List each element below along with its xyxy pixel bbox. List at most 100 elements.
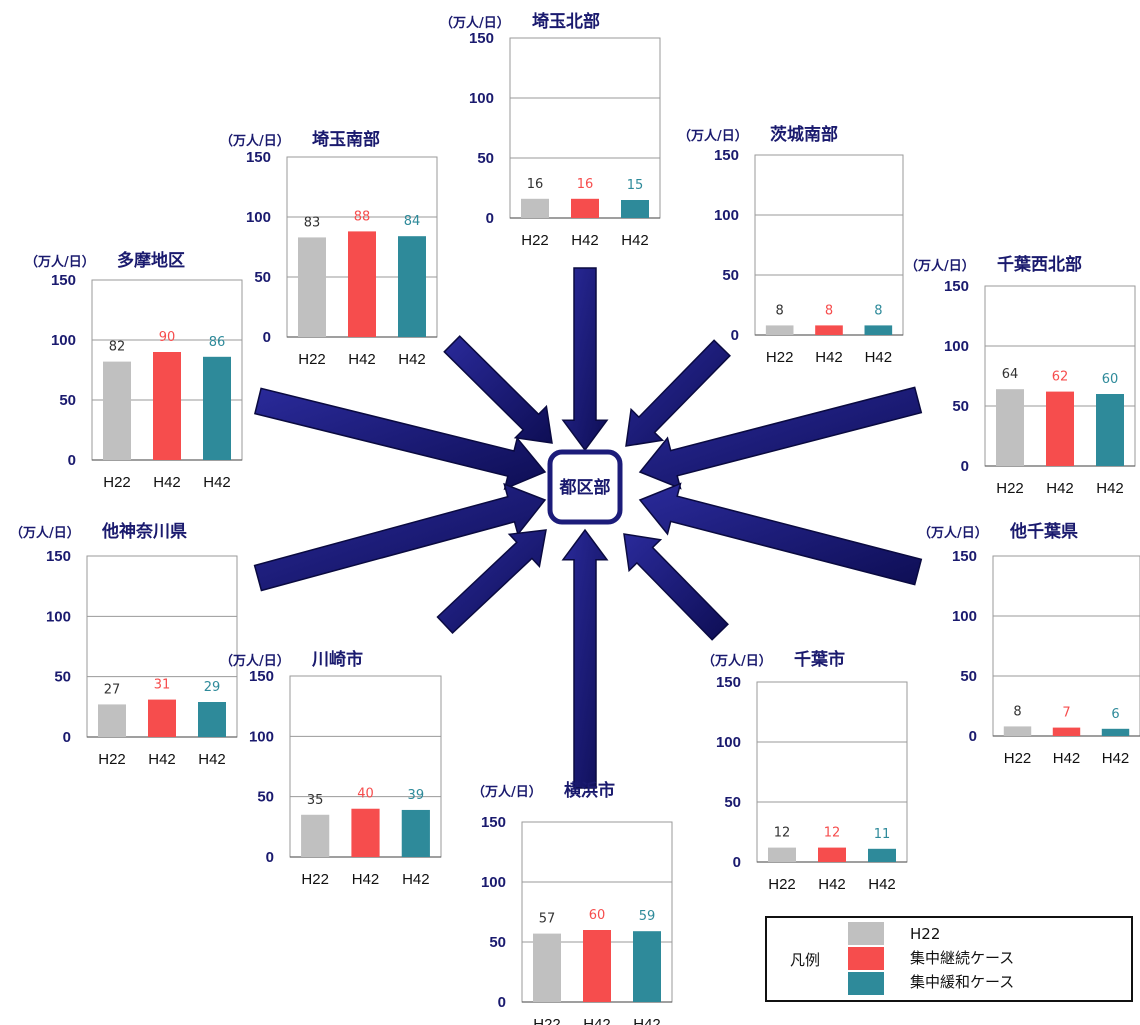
chart-yokohama: 150 100 50 0 57 H22 60 H42 59 H42 （万人/日） 横浜市 [472, 780, 673, 1025]
y-tick-label: 150 [714, 147, 739, 164]
y-tick-label: 50 [952, 398, 969, 415]
y-tick-label: 0 [498, 994, 506, 1011]
y-tick-label: 100 [46, 608, 71, 625]
data-label: 31 [154, 678, 171, 693]
y-tick-label: 0 [731, 327, 739, 344]
y-tick-label: 0 [266, 849, 274, 866]
x-tick-label: H42 [348, 351, 376, 368]
x-tick-label: H42 [815, 349, 843, 366]
bar [153, 352, 181, 460]
data-label: 16 [577, 177, 594, 192]
arrow-tama-icon [253, 387, 547, 491]
arrow-ibaraki-south-icon [625, 339, 731, 447]
arrow-chiba-northwest-icon [638, 386, 923, 490]
data-label: 62 [1052, 370, 1069, 385]
bar [401, 809, 430, 857]
center-node-box [547, 449, 623, 525]
legend-box [765, 916, 1133, 1002]
y-tick-label: 150 [481, 814, 506, 831]
y-tick-label: 150 [51, 272, 76, 289]
y-tick-label: 150 [952, 548, 977, 565]
data-label: 60 [1102, 372, 1119, 387]
y-tick-label: 100 [952, 608, 977, 625]
bar [1101, 728, 1130, 736]
unit-label: （万人/日） [10, 525, 80, 541]
x-tick-label: H42 [198, 751, 226, 768]
region-title: 横浜市 [564, 780, 615, 801]
bar [815, 325, 843, 335]
y-tick-label: 0 [733, 854, 741, 871]
x-tick-label: H22 [98, 751, 126, 768]
bar [864, 325, 893, 335]
x-tick-label: H42 [1096, 480, 1124, 497]
x-tick-label: H42 [621, 232, 649, 249]
x-tick-label: H42 [153, 474, 181, 491]
legend-label-relax: 集中緩和ケース [910, 973, 1014, 991]
bar [521, 198, 549, 218]
y-tick-label: 50 [477, 150, 494, 167]
y-tick-label: 100 [249, 728, 274, 745]
data-label: 8 [825, 303, 833, 318]
y-tick-label: 150 [249, 668, 274, 685]
data-label: 8 [1013, 704, 1021, 719]
bar [768, 847, 796, 862]
data-label: 90 [159, 330, 176, 345]
region-title: 埼玉北部 [532, 11, 600, 32]
region-title: 他神奈川県 [101, 521, 187, 542]
y-tick-label: 150 [716, 674, 741, 691]
unit-label: （万人/日） [678, 128, 748, 144]
y-tick-label: 50 [59, 392, 76, 409]
bar [351, 808, 380, 857]
plot-area [509, 37, 661, 219]
bar [621, 200, 649, 218]
data-label: 12 [774, 826, 791, 841]
y-tick-label: 100 [469, 90, 494, 107]
x-tick-label: H22 [301, 871, 329, 888]
arrow-yokohama-icon [561, 528, 609, 789]
y-tick-label: 100 [716, 734, 741, 751]
y-tick-label: 100 [246, 209, 271, 226]
y-tick-label: 0 [63, 729, 71, 746]
unit-label: （万人/日） [440, 15, 510, 31]
x-tick-label: H22 [521, 232, 549, 249]
y-tick-label: 50 [54, 669, 71, 686]
region-charts: 150 100 50 0 16 H22 16 H42 15 H42 （万人/日） 埼玉北部 150 100… [10, 11, 1140, 1025]
x-tick-label: H42 [148, 751, 176, 768]
data-label: 83 [304, 215, 321, 230]
arrow-saitama-north-icon [561, 267, 609, 452]
unit-label: （万人/日） [220, 653, 290, 669]
bar [103, 361, 131, 460]
bar [198, 702, 226, 737]
y-tick-label: 100 [481, 874, 506, 891]
unit-label: （万人/日） [25, 254, 95, 270]
chart-kawasaki: 150 100 50 0 35 H22 40 H42 39 H42 （万人/日） 川崎市 [220, 649, 442, 888]
chart-saitama-south: 150 100 50 0 83 H22 88 H42 84 H42 （万人/日） 埼玉南部 [220, 129, 438, 368]
plot-area [754, 154, 904, 336]
bar [148, 699, 176, 737]
unit-label: （万人/日） [918, 525, 988, 541]
y-tick-label: 100 [944, 338, 969, 355]
bar [1046, 391, 1074, 466]
y-tick-label: 150 [469, 30, 494, 47]
y-tick-label: 50 [724, 794, 741, 811]
chart-ibaraki-south: 150 100 50 0 8 H22 8 H42 8 H42 （万人/日） 茨城南部 [678, 124, 904, 366]
y-tick-label: 0 [68, 452, 76, 469]
data-label: 35 [307, 793, 324, 808]
y-tick-label: 50 [257, 789, 274, 806]
bar [533, 933, 561, 1002]
region-title: 多摩地区 [117, 250, 185, 271]
x-tick-label: H22 [103, 474, 131, 491]
data-label: 29 [204, 680, 221, 695]
y-tick-label: 100 [51, 332, 76, 349]
bar [98, 704, 126, 737]
legend-swatch-relax [848, 972, 884, 995]
legend: 凡例 H22 集中継続ケース 集中緩和ケース [765, 916, 1133, 1002]
x-tick-label: H42 [818, 876, 846, 893]
arrow-kawasaki-icon [436, 529, 547, 635]
bar [1096, 394, 1124, 466]
flow-arrows [253, 267, 923, 789]
x-tick-label: H42 [352, 871, 380, 888]
y-tick-label: 150 [246, 149, 271, 166]
center-node-label: 都区部 [559, 477, 611, 498]
